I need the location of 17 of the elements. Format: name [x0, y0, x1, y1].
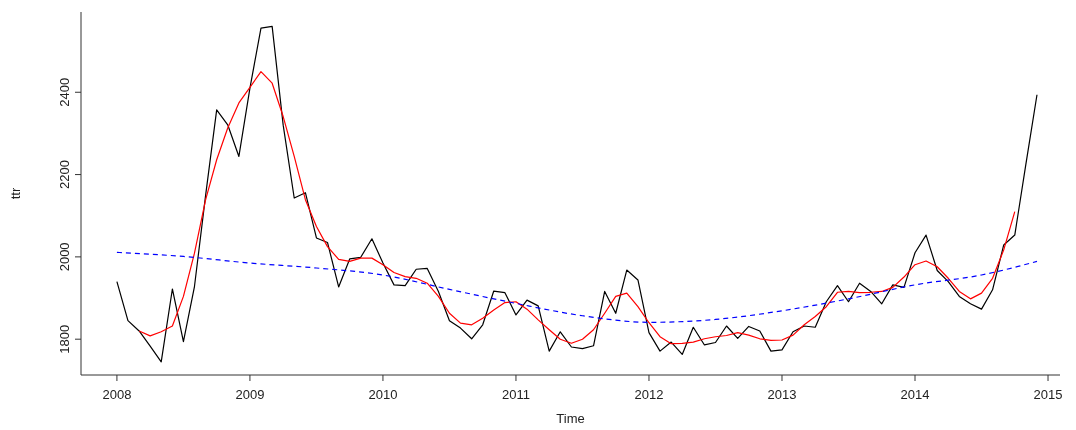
line-series: [116, 25, 1038, 363]
x-tick-label: 2015: [1033, 387, 1063, 402]
x-tick-label: 2010: [368, 387, 398, 402]
y-tick-label: 2200: [57, 160, 72, 190]
x-tick-label: 2012: [634, 387, 664, 402]
x-tick-label: 2014: [900, 387, 930, 402]
x-tick-label: 2009: [235, 387, 265, 402]
y-tick-label: 2000: [57, 242, 72, 272]
y-tick-label: 1800: [57, 324, 72, 354]
x-axis-title: Time: [556, 411, 585, 426]
y-axis-title: ttr: [8, 187, 23, 200]
x-tick-label: 2008: [102, 387, 132, 402]
x-tick-label: 2013: [767, 387, 797, 402]
line-series: [116, 251, 1038, 323]
line-series: [138, 71, 1016, 345]
x-tick-label: 2011: [501, 387, 530, 402]
y-tick-label: 2400: [57, 77, 72, 107]
